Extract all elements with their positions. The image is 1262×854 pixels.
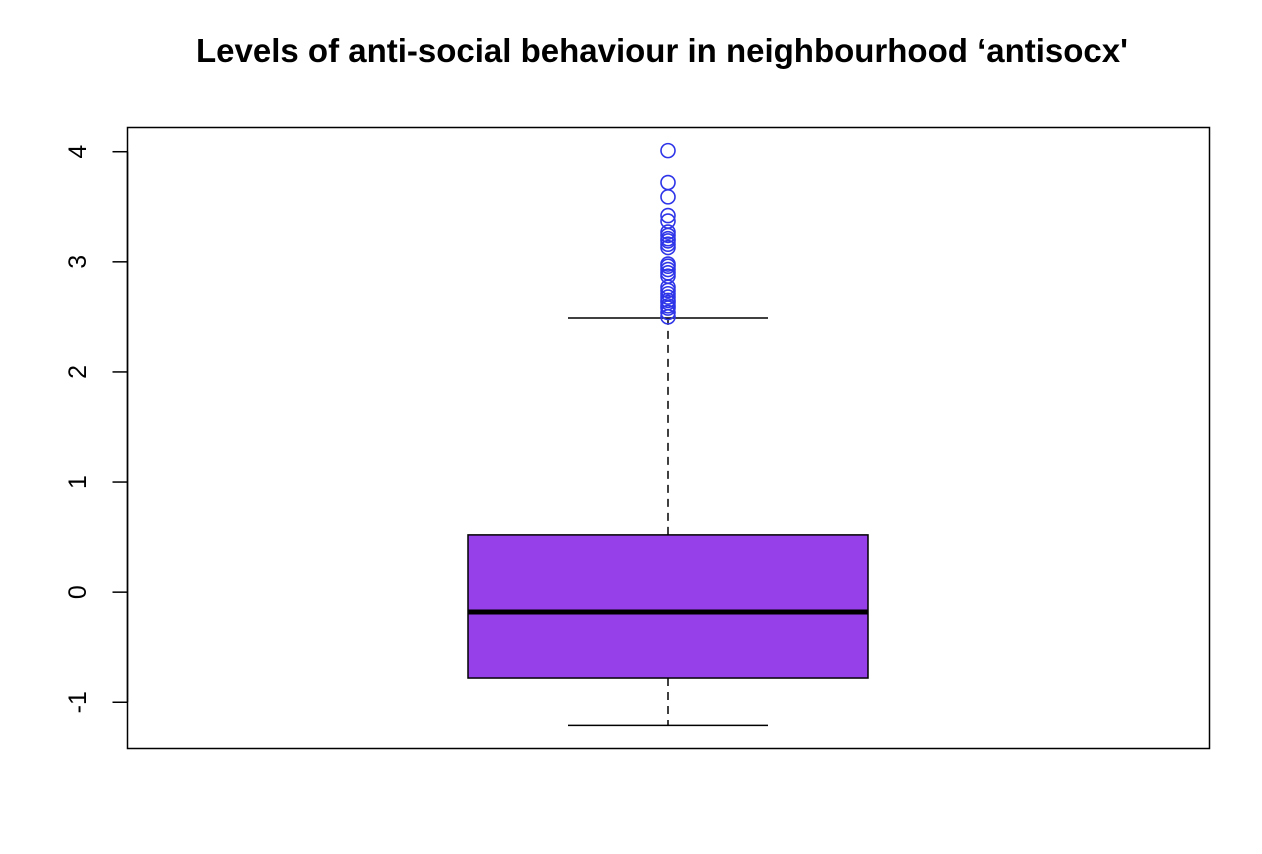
outlier-point — [660, 189, 676, 205]
y-axis: -1 0 1 2 3 4 — [64, 145, 129, 713]
y-tick-label: -1 — [64, 691, 92, 713]
outlier-point — [660, 174, 676, 191]
y-tick-label: 1 — [64, 475, 92, 489]
outlier-points — [660, 142, 676, 325]
y-tick-label: 2 — [64, 365, 92, 379]
outlier-point — [660, 256, 676, 272]
chart-title: Levels of anti-social behaviour in neigh… — [196, 32, 1128, 69]
box-plot — [467, 317, 869, 727]
interquartile-box — [467, 534, 869, 679]
outlier-point — [660, 224, 676, 240]
y-tick-label: 4 — [64, 145, 92, 159]
y-tick-label: 3 — [64, 255, 92, 269]
y-tick-label: 0 — [64, 585, 92, 599]
outlier-point — [660, 304, 676, 321]
outlier-point — [660, 207, 676, 224]
outlier-point — [660, 142, 676, 159]
outlier-point — [660, 213, 676, 229]
